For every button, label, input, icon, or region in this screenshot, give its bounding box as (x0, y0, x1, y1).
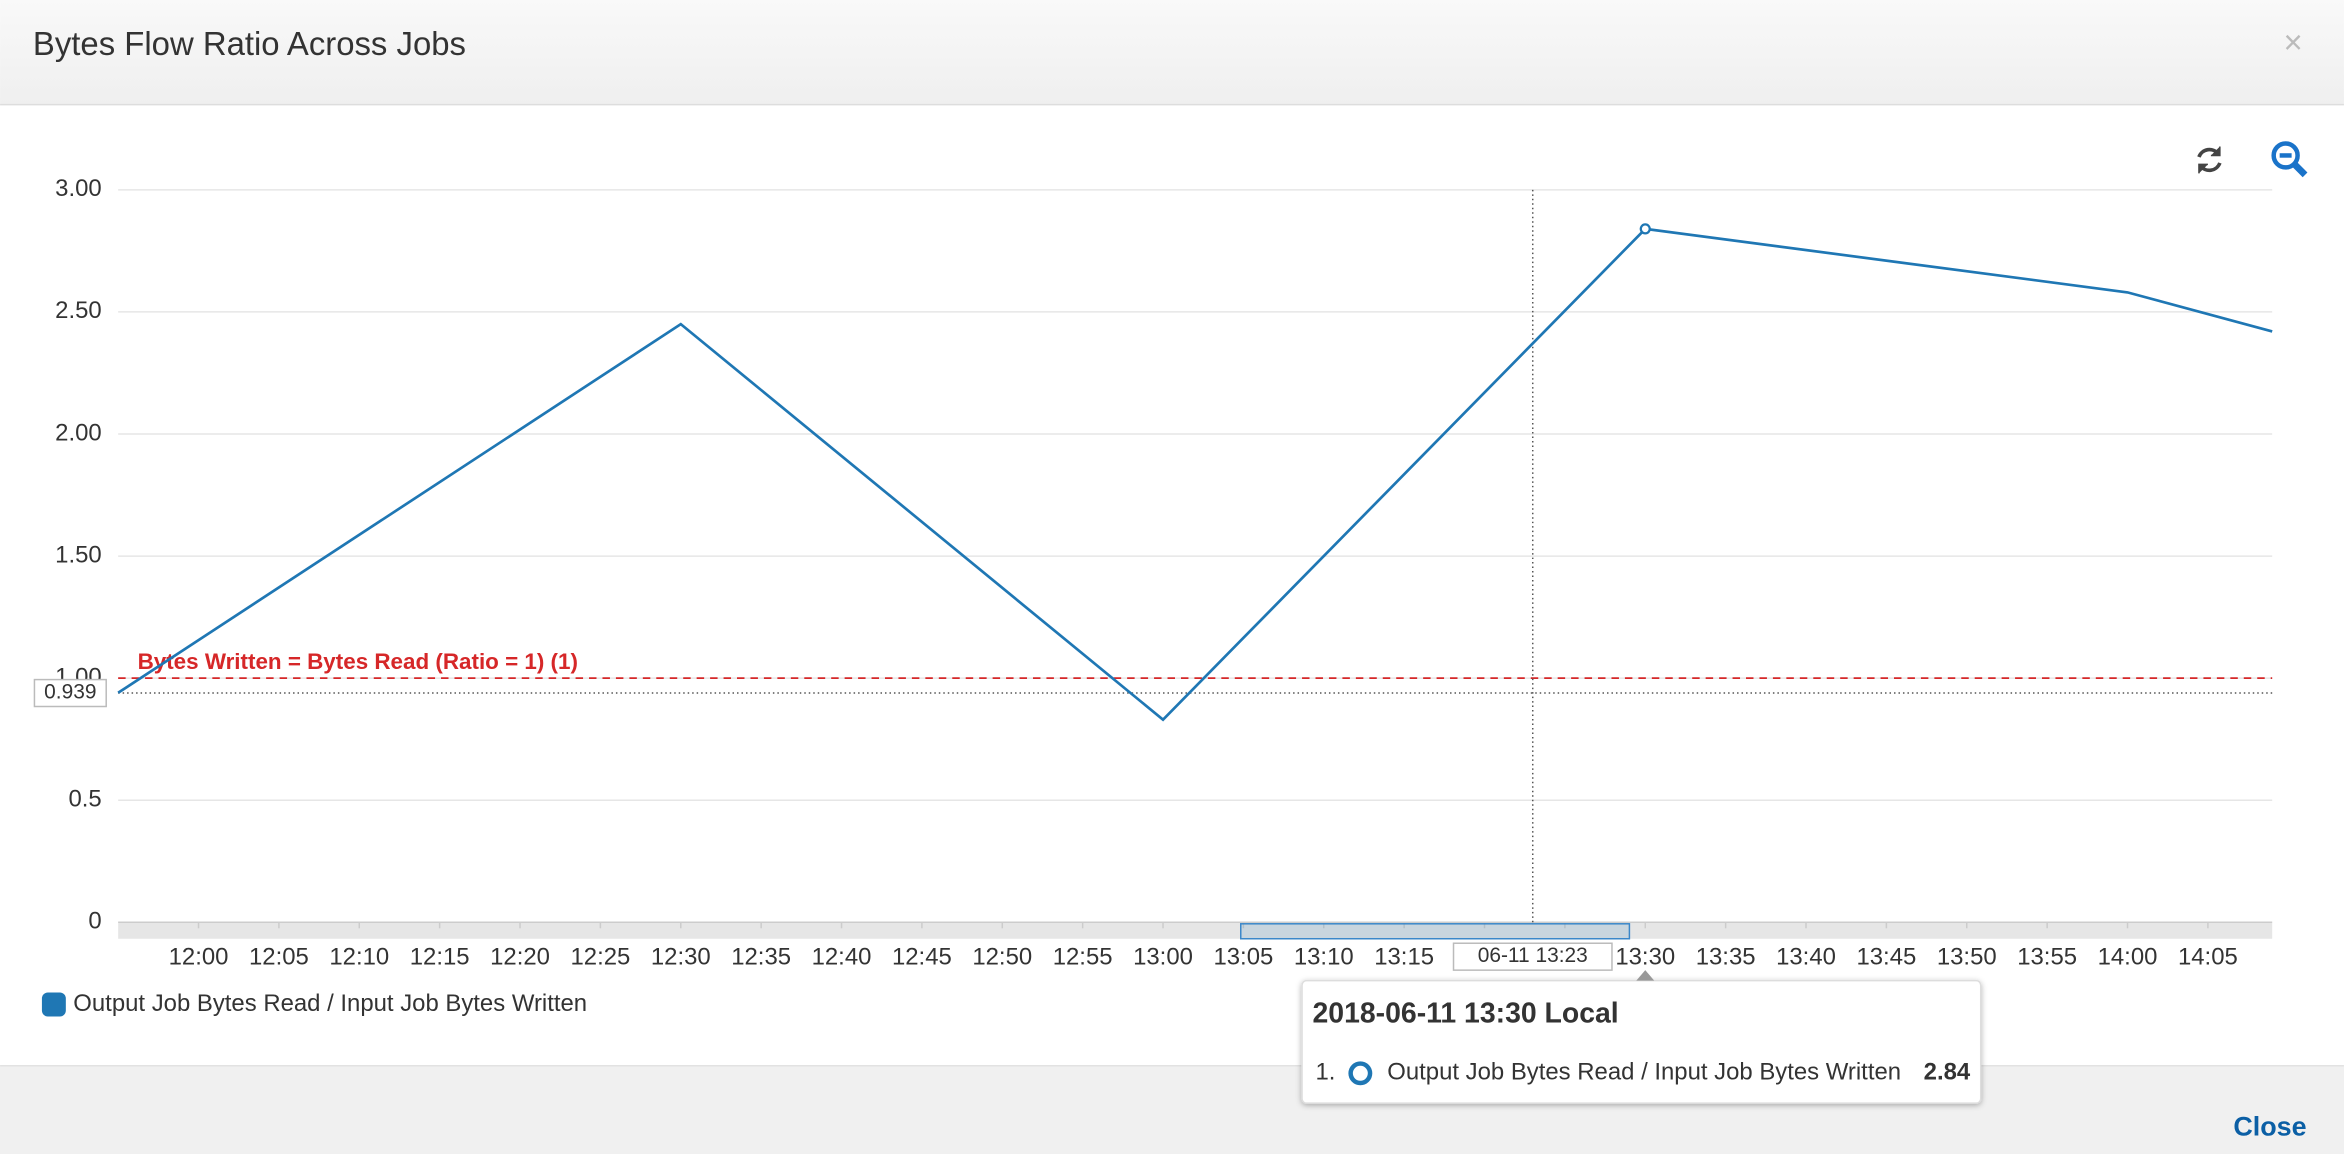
x-tick-label: 13:10 (1294, 943, 1354, 970)
crosshair-y-label: 0.939 (44, 681, 96, 704)
x-tick-label: 13:15 (1374, 943, 1434, 970)
refresh-button[interactable] (2197, 146, 2222, 174)
x-tick-label: 13:35 (1696, 943, 1756, 970)
x-tick-label: 12:20 (490, 943, 550, 970)
x-tick-label: 12:35 (731, 943, 791, 970)
close-button[interactable]: Close (2233, 1112, 2306, 1142)
x-tick-label: 12:45 (892, 943, 952, 970)
crosshair-x-label: 06-11 13:23 (1478, 944, 1588, 967)
x-tick-label: 13:05 (1213, 943, 1273, 970)
x-tick-label: 12:50 (972, 943, 1032, 970)
tooltip-index: 1. (1316, 1059, 1336, 1086)
y-tick-label: 0 (88, 908, 101, 935)
x-tick-label: 13:55 (2017, 943, 2077, 970)
x-tick-label: 12:10 (329, 943, 389, 970)
x-tick-label: 13:00 (1133, 943, 1193, 970)
y-tick-label: 1.50 (55, 541, 102, 568)
threshold-label: Bytes Written = Bytes Read (Ratio = 1) (… (138, 649, 578, 674)
x-tick-label: 12:25 (570, 943, 630, 970)
x-tick-label: 12:40 (812, 943, 872, 970)
tooltip-arrow (1636, 970, 1655, 981)
legend-swatch (41, 992, 66, 1017)
zoom-out-button[interactable] (2271, 141, 2308, 178)
tooltip-value: 2.84 (1924, 1059, 1971, 1086)
x-tick-label: 12:55 (1053, 943, 1113, 970)
x-tick-label: 12:15 (410, 943, 470, 970)
close-icon[interactable]: × (2284, 24, 2303, 61)
x-tick-label: 12:30 (651, 943, 711, 970)
series-line (117, 227, 2273, 722)
x-tick-label: 12:05 (249, 943, 309, 970)
navigator-selection (1240, 923, 1631, 940)
y-tick-label: 2.00 (55, 419, 102, 446)
legend-label: Output Job Bytes Read / Input Job Bytes … (73, 990, 587, 1017)
tooltip-marker (1348, 1061, 1373, 1086)
y-tick-label: 0.5 (68, 786, 101, 813)
x-tick-label: 13:45 (1856, 943, 1916, 970)
modal-footer (0, 1065, 2344, 1154)
modal-title: Bytes Flow Ratio Across Jobs (33, 25, 466, 62)
navigator-track (118, 922, 2273, 939)
tooltip-series-name: Output Job Bytes Read / Input Job Bytes … (1387, 1059, 1901, 1086)
y-tick-label: 3.00 (55, 175, 102, 202)
crosshair-x-label-box (1452, 942, 1613, 971)
x-tick-label: 13:30 (1615, 943, 1675, 970)
x-tick-label: 12:00 (169, 943, 229, 970)
modal-header (0, 0, 2344, 105)
x-tick-label: 14:05 (2178, 943, 2238, 970)
crosshair-y-label-box (33, 678, 107, 708)
tooltip-title: 2018-06-11 13:30 Local (1313, 997, 1619, 1029)
x-tick-label: 14:00 (2098, 943, 2158, 970)
x-tick-label: 13:40 (1776, 943, 1836, 970)
hover-point (1639, 223, 1651, 235)
x-tick-label: 13:50 (1937, 943, 1997, 970)
y-tick-label: 2.50 (55, 297, 102, 324)
